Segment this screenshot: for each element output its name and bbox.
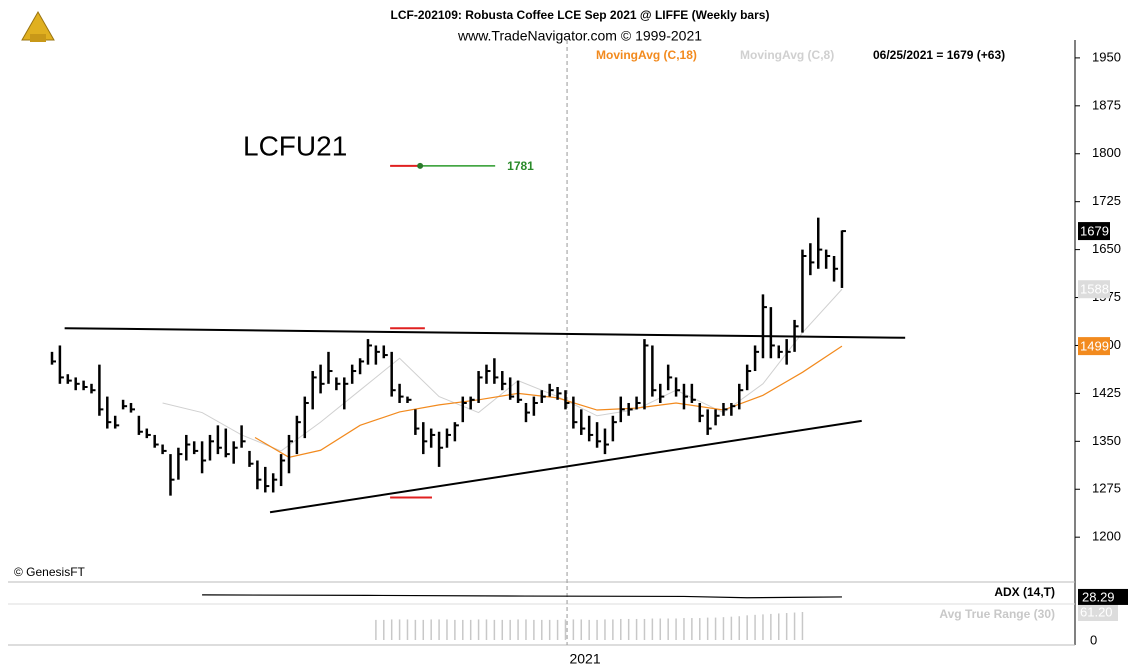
value-box — [1078, 280, 1110, 299]
value-box-label: 28.29 — [1082, 589, 1115, 604]
y-tick-label: 1950 — [1092, 49, 1121, 64]
y-tick-label: 1350 — [1092, 433, 1121, 448]
x-tick-label: 2021 — [569, 651, 600, 667]
value-box-label: 61.20 — [1080, 604, 1113, 619]
y-tick-label: 1875 — [1092, 97, 1121, 112]
line-series — [162, 288, 843, 452]
marker-dot — [417, 162, 424, 169]
y-tick-label: 1200 — [1092, 529, 1121, 544]
value-box — [1078, 588, 1128, 605]
trendline — [269, 419, 862, 514]
value-box-label: 1499 — [1080, 339, 1109, 354]
value-box — [1078, 603, 1118, 622]
logo — [21, 10, 55, 42]
legend-entry: MovingAvg (C,8) — [740, 48, 834, 62]
y-tick-label: 0 — [1090, 632, 1097, 647]
value-box-label: 1588 — [1080, 282, 1109, 297]
marker-label: 1781 — [507, 159, 534, 173]
trendline — [64, 327, 906, 339]
atr-label: Avg True Range (30) — [939, 607, 1055, 621]
y-tick-label: 1650 — [1092, 241, 1121, 256]
y-tick-label: 1800 — [1092, 145, 1121, 160]
line-series — [202, 594, 842, 599]
value-box — [1078, 337, 1110, 356]
source-label: © GenesisFT — [14, 565, 86, 579]
legend-entry: MovingAvg (C,18) — [596, 48, 697, 62]
line-series — [254, 345, 843, 458]
y-tick-label: 1275 — [1092, 481, 1121, 496]
adx-label: ADX (14,T) — [994, 585, 1055, 599]
date-readout: 06/25/2021 = 1679 (+63) — [873, 48, 1005, 62]
y-tick-label: 1725 — [1092, 193, 1121, 208]
value-box — [1078, 222, 1110, 241]
value-box-label: 1679 — [1080, 224, 1109, 239]
chart-title: LCF-202109: Robusta Coffee LCE Sep 2021 … — [391, 8, 770, 22]
symbol-label: LCFU21 — [243, 130, 347, 161]
chart-subtitle: www.TradeNavigator.com © 1999-2021 — [457, 28, 702, 44]
y-tick-label: 1425 — [1092, 385, 1121, 400]
